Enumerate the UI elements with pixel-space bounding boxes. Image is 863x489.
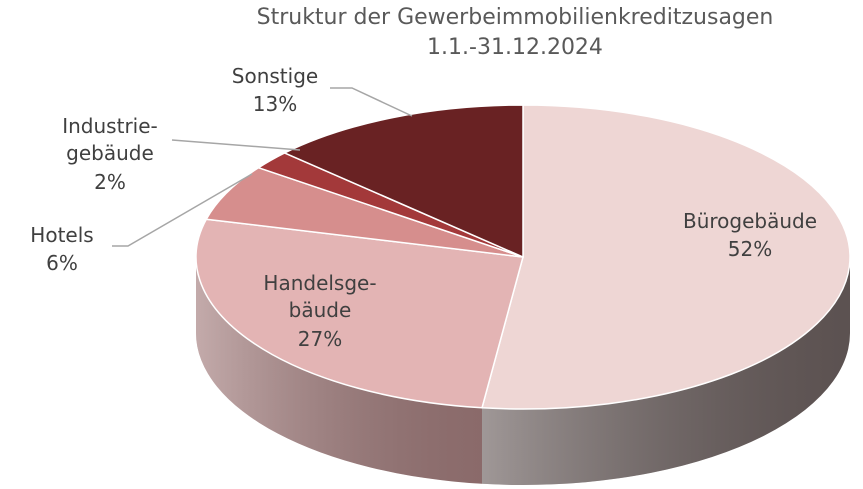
value-label: 6%: [46, 251, 78, 275]
labels: Bürogebäude 52% Handelsge-bäude 27% Hotels 6%…: [30, 64, 817, 351]
category-label: Sonstige: [232, 64, 318, 88]
category-label: Bürogebäude: [683, 209, 817, 233]
value-label: 13%: [253, 92, 297, 116]
slice: [481, 104, 851, 410]
leader-line: [112, 173, 253, 247]
chart-subtitle: 1.1.-31.12.2024: [427, 35, 603, 60]
category-label: Hotels: [30, 223, 93, 247]
slice: [282, 104, 524, 259]
leader-line: [171, 139, 301, 151]
chart-title: Struktur der Gewerbeimmobilienkreditzusa…: [257, 5, 774, 30]
pie-sides: [196, 257, 850, 485]
category-label: Handelsge-bäude: [263, 271, 376, 322]
slice: [205, 166, 524, 258]
label-line: bäude: [289, 298, 352, 322]
label-line: gebäude: [66, 141, 154, 165]
slice-side-shade: [482, 257, 850, 485]
label-line: Hotels: [30, 223, 93, 247]
slice: [195, 218, 524, 409]
value-label: 27%: [298, 327, 342, 351]
slice-side-shade: [196, 257, 482, 484]
value-label: 2%: [94, 170, 126, 194]
label-line: Industrie-: [62, 114, 158, 138]
category-label: Industrie-gebäude: [62, 114, 158, 165]
label-line: Sonstige: [232, 64, 318, 88]
leader-line: [330, 87, 413, 117]
pie-tops: [195, 104, 851, 410]
value-label: 52%: [728, 237, 772, 261]
label-line: Bürogebäude: [683, 209, 817, 233]
label-line: Handelsge-: [263, 271, 376, 295]
